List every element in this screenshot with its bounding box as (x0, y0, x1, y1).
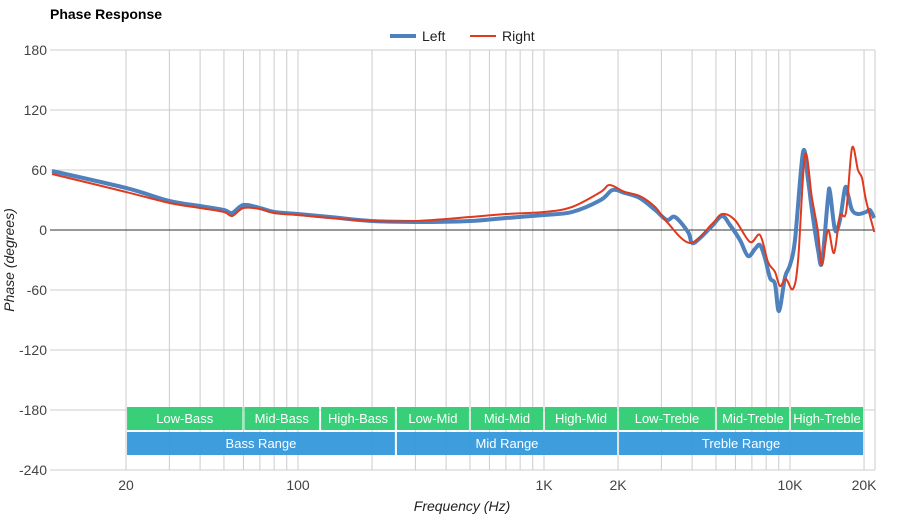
band-treble-range (619, 432, 864, 455)
y-tick-label: 60 (31, 162, 47, 178)
y-tick-label: -120 (19, 342, 47, 358)
y-tick-label: -60 (27, 282, 47, 298)
band-low-treble (619, 407, 715, 430)
band-label: Mid-Mid (484, 411, 530, 426)
y-tick-label: -180 (19, 402, 47, 418)
y-tick-label: 180 (24, 42, 48, 58)
band-label: High-Bass (328, 411, 388, 426)
band-label: Bass Range (226, 436, 297, 451)
band-low-bass (127, 407, 243, 430)
band-label: Mid-Bass (255, 411, 310, 426)
chart-title: Phase Response (50, 6, 163, 22)
y-tick-label: 0 (39, 222, 47, 238)
band-mid-treble (716, 407, 789, 430)
band-high-treble (791, 407, 864, 430)
x-axis-label: Frequency (Hz) (414, 498, 510, 514)
band-label: Low-Mid (408, 411, 457, 426)
band-mid-mid (470, 407, 543, 430)
band-bass-range (127, 432, 395, 455)
band-label: Treble Range (702, 436, 780, 451)
legend-label: Right (502, 28, 535, 44)
band-low-mid (396, 407, 469, 430)
x-tick-label: 10K (778, 477, 804, 493)
series-line-left (51, 147, 877, 314)
band-high-mid (545, 407, 618, 430)
y-tick-label: 120 (24, 102, 48, 118)
x-tick-label: 20 (118, 477, 134, 493)
y-axis-label: Phase (degrees) (1, 208, 17, 312)
band-label: Mid-Treble (722, 411, 784, 426)
legend-label: Left (422, 28, 445, 44)
x-tick-label: 1K (535, 477, 553, 493)
y-tick-label: -240 (19, 462, 47, 478)
x-tick-label: 20K (852, 477, 878, 493)
series-line-right (51, 145, 876, 291)
band-label: Low-Bass (156, 411, 214, 426)
band-label: High-Mid (555, 411, 607, 426)
band-mid-bass (244, 407, 320, 430)
band-label: Mid Range (476, 436, 539, 451)
x-tick-label: 2K (609, 477, 627, 493)
x-tick-label: 100 (286, 477, 310, 493)
band-label: Low-Treble (635, 411, 700, 426)
band-mid-range (396, 432, 618, 455)
band-high-bass (321, 407, 395, 430)
band-label: High-Treble (793, 411, 860, 426)
